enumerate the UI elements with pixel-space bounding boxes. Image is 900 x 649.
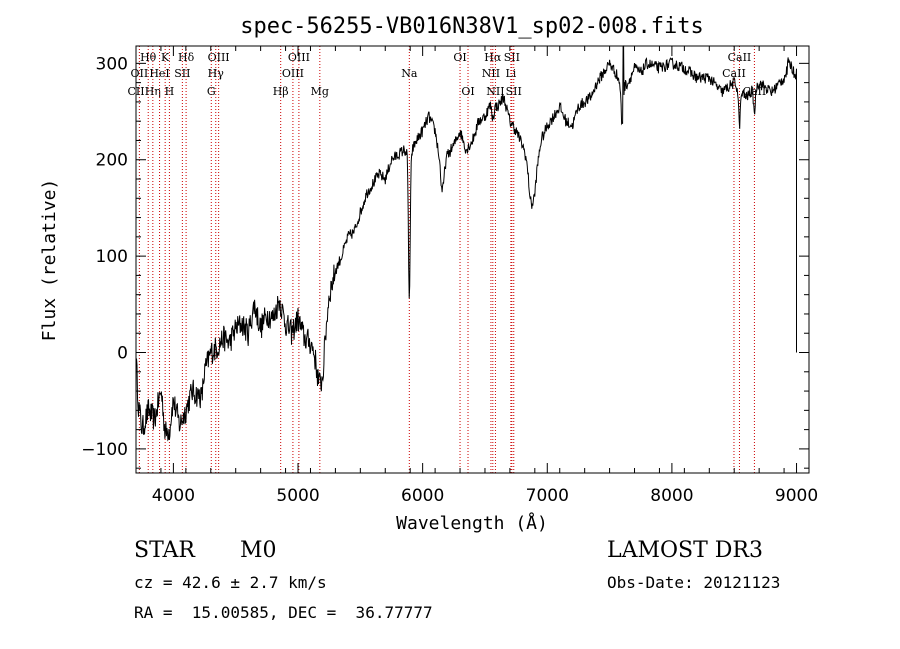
chart-title: spec-56255-VB016N38V1_sp02-008.fits (240, 14, 704, 39)
line-label-5: Hη (145, 85, 161, 98)
line-label-19: Hα (484, 51, 502, 64)
object-class: STAR (134, 538, 195, 563)
line-label-7: SII (174, 67, 190, 80)
line-label-21: NII (482, 67, 500, 80)
y-tick-label-300: 300 (96, 54, 128, 74)
line-label-0: Hθ (140, 51, 157, 64)
line-label-27: CaII (743, 85, 767, 98)
line-label-12: Hβ (273, 85, 289, 98)
spectrum-line (135, 45, 797, 442)
line-label-16: Na (401, 67, 418, 80)
line-label-8: Hδ (178, 51, 195, 64)
coordinates: RA = 15.00585, DEC = 36.77777 (134, 603, 433, 622)
survey-name: LAMOST DR3 (607, 538, 763, 563)
line-label-10: Hγ (208, 67, 225, 80)
line-label-25: CaII (728, 51, 752, 64)
line-label-1: OII (131, 67, 149, 80)
plot-frame (135, 45, 810, 474)
line-label-14: OIII (282, 67, 304, 80)
y-tick-label-0: 0 (117, 344, 128, 364)
x-axis-label: Wavelength (Å) (396, 512, 548, 534)
redshift-value: cz = 42.6 ± 2.7 km/s (134, 573, 327, 592)
line-label-13: OIII (288, 51, 310, 64)
spectrum-layer (135, 45, 797, 442)
x-tick-label-8000: 8000 (650, 486, 693, 506)
x-tick-label-4000: 4000 (152, 486, 195, 506)
line-label-17: OI (453, 51, 466, 64)
x-tick-label-9000: 9000 (775, 486, 818, 506)
y-axis-label: Flux (relative) (39, 179, 60, 342)
line-label-15: Mg (311, 85, 329, 98)
line-label-6: HeI (149, 67, 169, 80)
line-label-3: K (161, 51, 170, 64)
line-label-18: OI (461, 85, 474, 98)
line-label-9: OIII (208, 51, 230, 64)
x-tick-label-5000: 5000 (276, 486, 319, 506)
x-tick-label-6000: 6000 (401, 486, 444, 506)
object-subclass: M0 (240, 538, 277, 563)
observation-date: Obs-Date: 20121123 (607, 573, 781, 592)
x-tick-label-7000: 7000 (526, 486, 569, 506)
line-label-4: H (165, 85, 175, 98)
axis-layer: 4000 5000 6000 7000 8000 9000 −100 0 100 200 300 (81, 46, 818, 506)
line-label-23: NII (486, 85, 504, 98)
line-label-11: G (207, 85, 216, 98)
line-label-20: SII (504, 51, 520, 64)
y-tick-label--100: −100 (81, 440, 128, 460)
line-label-24: SII (506, 85, 522, 98)
line-label-26: CaII (722, 67, 746, 80)
y-tick-label-100: 100 (96, 247, 128, 267)
y-tick-label-200: 200 (96, 151, 128, 171)
line-label-22: Li (505, 67, 516, 80)
